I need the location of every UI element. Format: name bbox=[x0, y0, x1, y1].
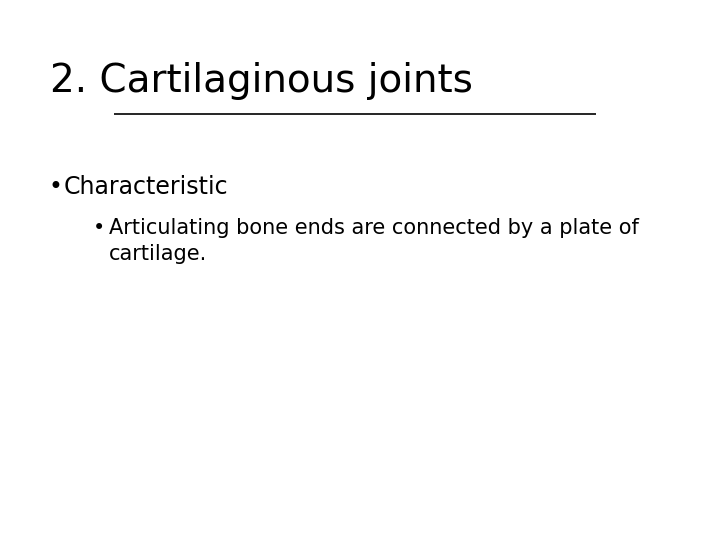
Text: •: • bbox=[93, 218, 105, 238]
Text: 2. Cartilaginous joints: 2. Cartilaginous joints bbox=[50, 62, 473, 100]
Text: Characteristic: Characteristic bbox=[64, 175, 229, 199]
Text: Articulating bone ends are connected by a plate of
cartilage.: Articulating bone ends are connected by … bbox=[109, 218, 639, 265]
Text: •: • bbox=[48, 175, 62, 199]
